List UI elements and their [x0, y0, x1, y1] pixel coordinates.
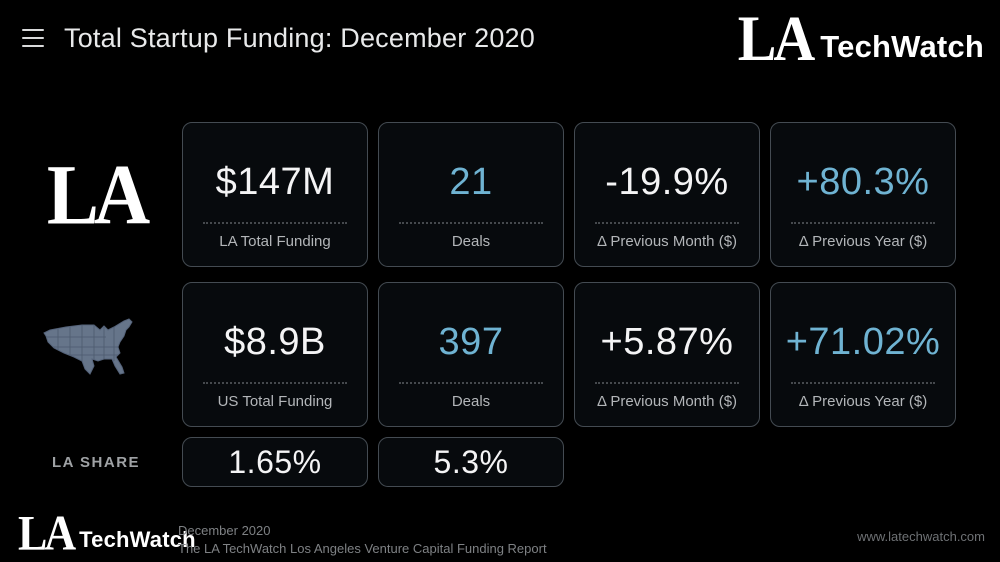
- page-title: Total Startup Funding: December 2020: [64, 23, 535, 53]
- dotted-divider: [595, 222, 739, 224]
- us-map-icon: [36, 315, 156, 395]
- card-us-prev-year: +71.02% Δ Previous Year ($): [770, 282, 956, 427]
- footer-date: December 2020: [178, 523, 271, 538]
- la-logo-text: LA: [737, 1, 816, 75]
- la-icon: LA: [46, 146, 150, 242]
- metric-label: Δ Previous Month ($): [596, 233, 738, 250]
- metric-label: Δ Previous Year ($): [798, 233, 928, 250]
- dotted-divider: [399, 222, 543, 224]
- metric-label: Deals: [451, 393, 491, 410]
- la-share-row: LA SHARE 1.65% 5.3%: [20, 437, 564, 487]
- metric-value: -19.9%: [605, 161, 729, 203]
- metric-value: 1.65%: [228, 443, 322, 480]
- website-link[interactable]: www.latechwatch.com: [857, 529, 985, 544]
- metric-value: +80.3%: [796, 161, 930, 203]
- card-la-total-funding: $147M LA Total Funding: [182, 122, 368, 267]
- card-la-deals: 21 Deals: [378, 122, 564, 267]
- footer: LA TechWatch December 2020 The LA TechWa…: [0, 502, 1000, 562]
- metric-value: 21: [449, 161, 493, 203]
- card-la-prev-month: -19.9% Δ Previous Month ($): [574, 122, 760, 267]
- footer-report-title: The LA TechWatch Los Angeles Venture Cap…: [178, 540, 547, 556]
- card-us-total-funding: $8.9B US Total Funding: [182, 282, 368, 427]
- card-la-share-funding: 1.65%: [182, 437, 368, 487]
- la-row-icon-cell: LA: [20, 122, 172, 267]
- la-share-label-cell: LA SHARE: [20, 437, 172, 487]
- hamburger-menu-icon[interactable]: [22, 29, 44, 47]
- metric-label: Δ Previous Month ($): [596, 393, 738, 410]
- metric-value: 397: [438, 321, 504, 363]
- metric-label: US Total Funding: [217, 393, 333, 410]
- card-us-prev-month: +5.87% Δ Previous Month ($): [574, 282, 760, 427]
- dotted-divider: [203, 222, 347, 224]
- metric-value: $8.9B: [224, 321, 326, 363]
- latechwatch-footer-logo: LA TechWatch: [18, 509, 196, 558]
- header: Total Startup Funding: December 2020 LA …: [0, 0, 1000, 100]
- latechwatch-logo: LA TechWatch: [738, 6, 984, 71]
- dotted-divider: [203, 382, 347, 384]
- techwatch-logo-text: TechWatch: [820, 29, 984, 65]
- card-la-prev-year: +80.3% Δ Previous Year ($): [770, 122, 956, 267]
- metric-value: 5.3%: [433, 443, 509, 480]
- la-logo-text: LA: [18, 506, 76, 561]
- metric-label: Deals: [451, 233, 491, 250]
- us-metrics-row: $8.9B US Total Funding 397 Deals +5.87% …: [20, 282, 956, 427]
- dotted-divider: [791, 382, 935, 384]
- la-share-label: LA SHARE: [51, 453, 141, 471]
- metric-label: Δ Previous Year ($): [798, 393, 928, 410]
- us-row-icon-cell: [20, 282, 172, 427]
- footer-report-info: December 2020 The LA TechWatch Los Angel…: [178, 522, 547, 557]
- dotted-divider: [399, 382, 543, 384]
- metric-value: +71.02%: [785, 321, 941, 363]
- dotted-divider: [595, 382, 739, 384]
- card-la-share-deals: 5.3%: [378, 437, 564, 487]
- dotted-divider: [791, 222, 935, 224]
- metric-value: $147M: [215, 161, 335, 203]
- metric-label: LA Total Funding: [219, 233, 331, 250]
- techwatch-logo-text: TechWatch: [79, 527, 196, 553]
- card-us-deals: 397 Deals: [378, 282, 564, 427]
- la-metrics-row: LA $147M LA Total Funding 21 Deals -19.9…: [20, 122, 956, 267]
- metric-value: +5.87%: [600, 321, 734, 363]
